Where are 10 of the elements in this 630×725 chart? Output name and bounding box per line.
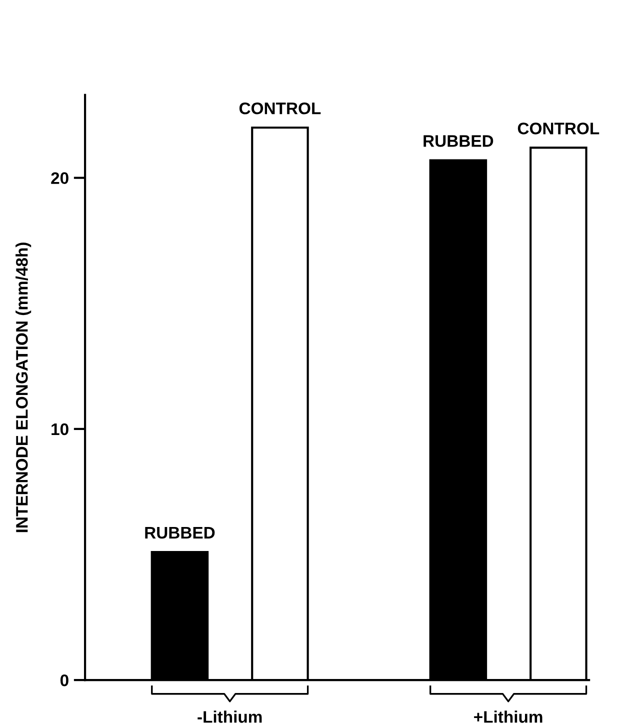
y-tick-label: 10: [52, 423, 68, 436]
series-label: RUBBED: [424, 135, 494, 147]
x-tick-label: -Lithium: [198, 710, 262, 723]
series-label: CONTROL: [518, 122, 600, 134]
y-axis-title: INTERNODE ELONGATION (mm/48h): [16, 242, 32, 532]
text: CONTROL: [239, 102, 321, 114]
y-tick-label: 20: [51, 172, 68, 184]
y-tick-label: 0: [60, 674, 68, 686]
x-tick-label: +Lithium: [474, 710, 542, 723]
text: RUBBED: [145, 527, 215, 539]
